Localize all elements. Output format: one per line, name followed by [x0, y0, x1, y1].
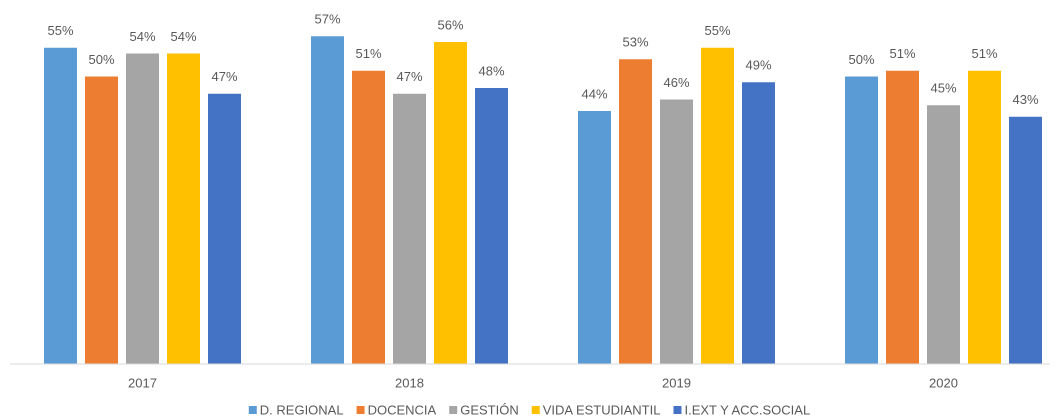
legend-label: D. REGIONAL — [260, 402, 344, 417]
bar — [968, 70, 1001, 364]
bar — [352, 70, 385, 364]
data-label: 47% — [211, 69, 237, 84]
legend-label: DOCENCIA — [368, 402, 437, 417]
legend-label: I.EXT Y ACC.SOCIAL — [684, 402, 810, 417]
bar — [845, 76, 878, 364]
data-label: 56% — [437, 17, 463, 32]
bar — [311, 36, 344, 364]
x-tick-label: 2020 — [929, 375, 958, 390]
data-label: 51% — [889, 46, 915, 61]
data-label: 48% — [478, 63, 504, 78]
data-label: 50% — [88, 52, 114, 67]
x-tick-label: 2018 — [395, 375, 424, 390]
bar — [126, 53, 159, 364]
bar — [701, 47, 734, 364]
bar — [208, 93, 241, 364]
bar — [1009, 116, 1042, 364]
data-label: 55% — [47, 23, 73, 38]
data-label: 51% — [355, 46, 381, 61]
data-label: 53% — [622, 35, 648, 50]
legend-label: VIDA ESTUDIANTIL — [543, 402, 661, 417]
bar — [434, 42, 467, 364]
bar — [660, 99, 693, 364]
data-label: 47% — [396, 69, 422, 84]
bar — [742, 82, 775, 364]
bar — [44, 47, 77, 364]
data-label: 57% — [314, 12, 340, 27]
data-label: 51% — [971, 46, 997, 61]
data-label: 54% — [170, 29, 196, 44]
data-label: 49% — [745, 58, 771, 73]
data-label: 43% — [1012, 92, 1038, 107]
data-label: 44% — [581, 86, 607, 101]
bar — [578, 111, 611, 364]
bar — [886, 70, 919, 364]
bar — [927, 105, 960, 364]
legend-swatch — [673, 406, 682, 414]
legend-swatch — [531, 406, 540, 414]
bar — [475, 88, 508, 364]
data-label: 55% — [704, 23, 730, 38]
legend-label: GESTIÓN — [460, 402, 519, 417]
x-tick-label: 2017 — [128, 375, 157, 390]
data-label: 50% — [848, 52, 874, 67]
bar — [167, 53, 200, 364]
legend-swatch — [449, 406, 458, 414]
bar — [85, 76, 118, 364]
data-label: 54% — [129, 29, 155, 44]
bar — [393, 93, 426, 364]
bar — [619, 59, 652, 364]
legend-swatch — [356, 406, 365, 414]
x-tick-label: 2019 — [662, 375, 691, 390]
legend-swatch — [248, 406, 257, 414]
data-label: 46% — [663, 75, 689, 90]
data-label: 45% — [930, 81, 956, 96]
